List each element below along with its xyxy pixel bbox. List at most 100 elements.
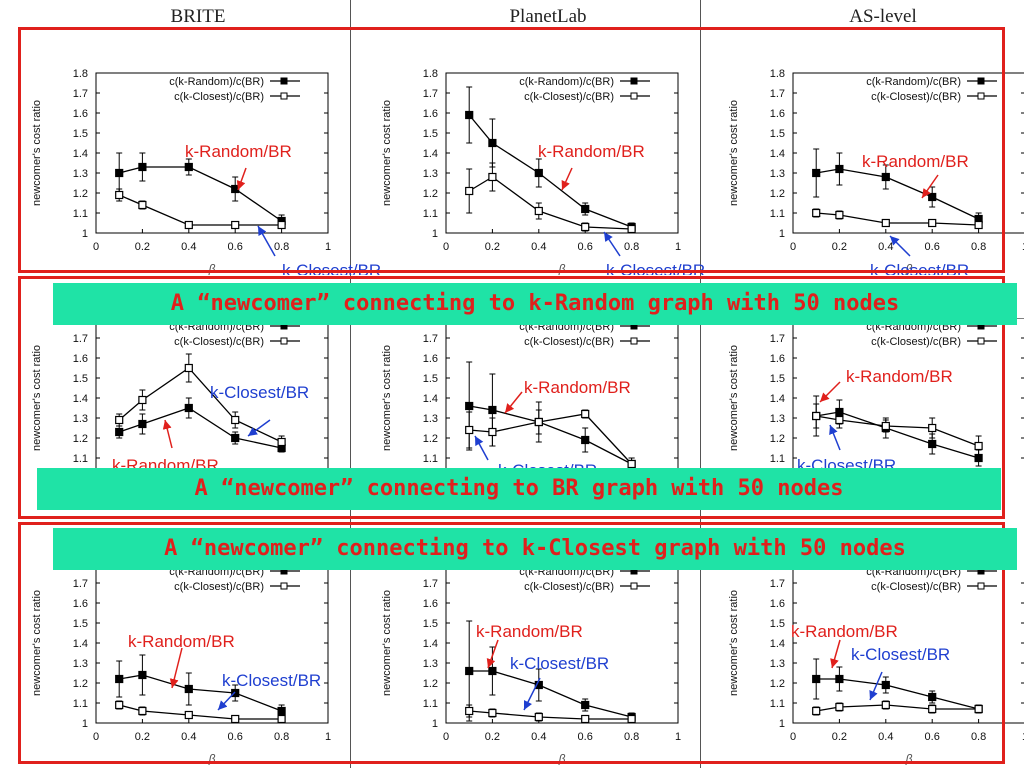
data-point <box>812 411 821 421</box>
column-title-as-level: AS-level <box>849 6 917 27</box>
y-tick-label: 1.3 <box>423 658 438 670</box>
data-point <box>581 700 590 710</box>
data-point <box>138 706 147 716</box>
x-tick-label: 0.2 <box>485 241 500 253</box>
y-tick-label: 1.6 <box>73 108 88 120</box>
chart-0-1: on a k-Random graph with n nodes11.11.21… <box>381 68 705 276</box>
data-point <box>928 704 937 714</box>
data-point <box>488 427 497 437</box>
legend-label: c(k-Random)/c(BR) <box>866 76 961 88</box>
y-tick-label: 1.6 <box>73 353 88 365</box>
chart-2-0: 1 1.1 1.2 1.3 1.4 1.5 1.6 1.7 0 0.2 0.4 0.6 0.8 1 β new… <box>31 570 331 765</box>
x-tick-label: 0.6 <box>925 731 940 743</box>
y-axis-label: newcomer's cost ratio <box>31 345 43 451</box>
legend-marker <box>630 570 638 575</box>
y-tick-label: 1.3 <box>73 658 88 670</box>
data-point <box>812 208 821 218</box>
y-tick-label: 1.4 <box>73 638 88 650</box>
x-tick-label: 1 <box>325 731 331 743</box>
y-tick-label: 1.4 <box>423 638 438 650</box>
data-point <box>488 138 497 148</box>
x-tick-label: 0.2 <box>485 731 500 743</box>
data-point <box>115 674 124 684</box>
legend-label: c(k-Closest)/c(BR) <box>174 336 264 348</box>
annotation-arrow <box>921 174 939 199</box>
y-tick-label: 1.5 <box>73 128 88 140</box>
data-point <box>581 204 590 214</box>
y-tick-label: 1.5 <box>423 618 438 630</box>
annotation-arrow <box>162 419 173 449</box>
annotation-k-random: k-Random/BR <box>112 456 219 475</box>
annotation-k-closest: k-Closest/BR <box>498 461 597 480</box>
y-tick-label: 1 <box>82 228 88 240</box>
data-point <box>581 222 590 232</box>
data-point <box>184 220 193 230</box>
y-tick-label: 1.6 <box>73 598 88 610</box>
y-tick-label: 1.1 <box>770 698 785 710</box>
annotation-k-random: k-Random/BR <box>128 632 235 651</box>
row-frame-br <box>18 276 1005 519</box>
x-tick-label: 0.8 <box>624 241 639 253</box>
data-point <box>184 684 193 694</box>
x-tick-label: 0.2 <box>832 241 847 253</box>
annotation-arrow <box>486 639 499 669</box>
y-tick-label: 1.3 <box>423 413 438 425</box>
data-point <box>138 162 147 172</box>
y-tick-label: 1.6 <box>423 598 438 610</box>
data-point <box>812 706 821 716</box>
data-point <box>835 415 844 425</box>
data-point <box>231 433 240 443</box>
row-frame-k-random <box>18 27 1005 273</box>
annotation-arrow <box>504 391 523 414</box>
x-tick-label: 0.4 <box>181 731 196 743</box>
legend-label: c(k-Closest)/c(BR) <box>871 91 961 103</box>
y-tick-label: 1 <box>432 718 438 730</box>
data-point <box>465 401 474 411</box>
data-point <box>881 218 890 228</box>
data-point <box>534 712 543 722</box>
x-tick-label: 0.8 <box>971 241 986 253</box>
x-axis-label: β <box>558 262 566 276</box>
x-tick-label: 0.4 <box>531 241 546 253</box>
y-tick-label: 1.6 <box>770 108 785 120</box>
data-point <box>115 415 124 425</box>
data-point <box>835 674 844 684</box>
y-tick-label: 1.7 <box>73 333 88 345</box>
x-axis-label: β <box>905 262 913 276</box>
data-point <box>627 224 636 234</box>
y-tick-label: 1.2 <box>73 433 88 445</box>
annotation-arrow <box>169 647 183 689</box>
data-point <box>115 168 124 178</box>
x-tick-label: 0 <box>93 731 99 743</box>
chart-1-1: 1.1 1.2 1.3 1.4 1.5 1.6 1.7 newcomer's cost rat… <box>381 318 679 480</box>
annotation-arrow <box>829 424 841 451</box>
x-axis-label: β <box>905 752 913 766</box>
y-tick-label: 1.4 <box>73 148 88 160</box>
legend-marker <box>630 92 638 100</box>
legend-label: c(k-Closest)/c(BR) <box>871 336 961 348</box>
legend-marker <box>280 92 288 100</box>
y-tick-label: 1.8 <box>770 68 785 80</box>
y-tick-label: 1.3 <box>770 658 785 670</box>
data-point <box>277 714 286 724</box>
column-divider <box>350 0 351 768</box>
data-point <box>138 419 147 429</box>
y-tick-label: 1.2 <box>770 188 785 200</box>
y-tick-label: 1.5 <box>770 128 785 140</box>
x-tick-label: 1 <box>1022 731 1024 743</box>
annotation-k-closest: k-Closest/BR <box>797 456 896 475</box>
data-point <box>277 706 286 716</box>
data-point <box>835 210 844 220</box>
annotation-k-random: k-Random/BR <box>791 622 898 641</box>
y-axis-label: newcomer's cost ratio <box>728 100 740 206</box>
x-tick-label: 0.2 <box>832 731 847 743</box>
y-tick-label: 1.1 <box>423 698 438 710</box>
data-point <box>881 172 890 182</box>
legend-label: c(k-Closest)/c(BR) <box>524 581 614 593</box>
data-point <box>115 700 124 710</box>
y-tick-label: 1.4 <box>423 148 438 160</box>
annotation-k-random: k-Random/BR <box>862 152 969 171</box>
annotation-k-random: k-Random/BR <box>476 622 583 641</box>
legend-label: c(k-Random)/c(BR) <box>866 566 961 578</box>
